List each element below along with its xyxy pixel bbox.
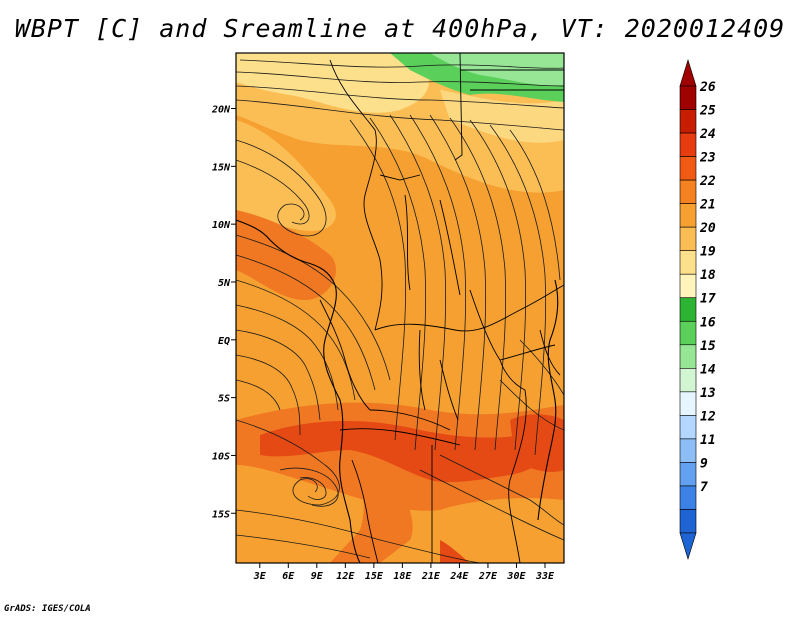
lat-tick-label: 10S (212, 451, 230, 462)
field-green-light-north (430, 53, 564, 86)
lon-tick-label: 27E (478, 571, 498, 582)
colorbar-box (679, 297, 697, 322)
lat-tick-label: 20N (211, 105, 231, 116)
colorbar-box (679, 509, 697, 534)
colorbar-label: 23 (699, 151, 716, 166)
lat-axis: 20N 15N 10N 5N EQ 5S 10S 15S (211, 105, 236, 520)
lon-tick-label: 18E (393, 571, 412, 582)
lon-tick-label: 15E (365, 571, 384, 582)
lat-tick-label: 15N (212, 162, 231, 173)
colorbar-box (679, 438, 697, 463)
colorbar-label: 22 (699, 174, 716, 189)
colorbar-box (679, 85, 697, 110)
lon-tick-label: 3E (253, 571, 267, 582)
colorbar-box (679, 226, 697, 251)
colorbar-label: 16 (700, 315, 716, 330)
colorbar-box (679, 344, 697, 369)
country-borders (319, 53, 564, 563)
colorbar-box (679, 273, 697, 299)
lat-tick-label: 5N (218, 278, 231, 289)
colorbar-label: 13 (700, 386, 716, 401)
colorbar-label: 19 (700, 245, 716, 260)
lon-tick-label: 9E (311, 571, 324, 582)
lon-tick-label: 33E (535, 571, 555, 582)
lat-tick-label: EQ (218, 336, 230, 347)
lon-tick-label: 12E (336, 571, 355, 582)
field-pale-northeast (440, 90, 564, 143)
lat-tick-label: 15S (212, 509, 230, 520)
colorbar-box (679, 132, 697, 157)
colorbar-box (679, 109, 697, 134)
lon-tick-label: 30E (506, 571, 526, 582)
colorbar-label: 17 (700, 292, 716, 307)
colorbar-label: 9 (700, 456, 708, 471)
colorbar-box (679, 368, 697, 393)
chart-title: WBPT [C] and Sreamline at 400hPa, VT: 20… (14, 14, 786, 43)
colorbar-label: 12 (700, 409, 716, 424)
field-hot-south (260, 420, 553, 483)
colorbar-label: 14 (700, 362, 716, 377)
lon-tick-label: 24E (449, 571, 469, 582)
lon-tick-label: 21E (421, 571, 441, 582)
wbpt-field (236, 53, 564, 563)
colorbar-label: 20 (699, 221, 716, 236)
field-hot-southeast (510, 414, 564, 472)
colorbar-box (679, 485, 697, 510)
colorbar-box (679, 203, 697, 228)
colorbar-label: 15 (700, 339, 716, 354)
colorbar-box (679, 462, 697, 487)
lat-tick-label: 5S (218, 394, 230, 405)
field-main-south-interior (236, 480, 315, 563)
colorbar-label: 21 (699, 198, 716, 213)
streamlines (236, 59, 564, 563)
colorbar-box (679, 415, 697, 440)
field-warm-gulf (236, 210, 336, 300)
field-pale-west (236, 120, 336, 231)
map-frame (235, 52, 565, 564)
colorbar-label: 11 (700, 433, 716, 448)
colorbar-top-arrow (679, 58, 697, 87)
colorbar-bottom-arrow (679, 532, 697, 561)
colorbar-label: 25 (699, 104, 716, 119)
colorbar-label: 26 (699, 80, 716, 95)
lon-tick-label: 6E (282, 571, 295, 582)
colorbar-box (679, 320, 697, 346)
grads-credit: GrADS: IGES/COLA (4, 604, 91, 614)
colorbar: 26 25 24 23 22 21 20 19 18 17 16 15 14 13 12 11 9 7 (679, 58, 716, 561)
field-hot-southwest-tail (440, 540, 470, 563)
lon-axis: 3E 6E 9E 12E 15E 18E 21E 24E 27E 30E 33E (253, 563, 555, 582)
colorbar-label: 24 (699, 127, 716, 142)
lat-tick-label: 10N (212, 220, 231, 231)
colorbar-box (679, 391, 697, 416)
colorbar-box (679, 156, 697, 181)
colorbar-box (679, 250, 697, 275)
colorbar-box (679, 179, 697, 204)
field-warm-southwest (330, 460, 413, 563)
colorbar-label: 7 (700, 480, 708, 495)
coastline (236, 219, 559, 563)
colorbar-label: 18 (700, 268, 716, 283)
